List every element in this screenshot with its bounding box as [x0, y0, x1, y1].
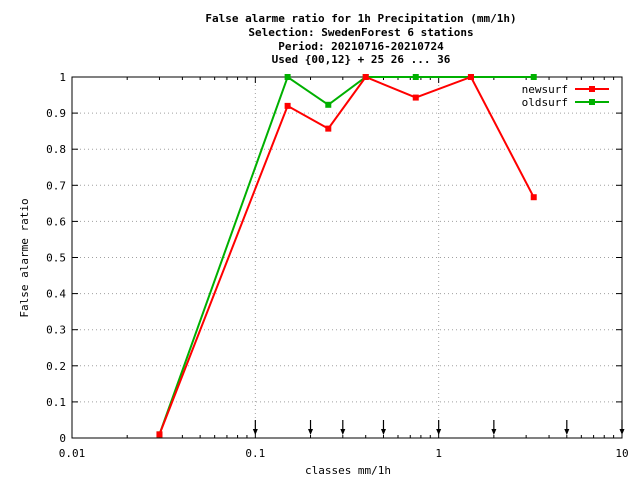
- data-point-newsurf: [467, 74, 474, 80]
- class-markers: [252, 420, 625, 435]
- data-point-oldsurf: [325, 101, 332, 108]
- x-tick-label: 10: [615, 447, 628, 460]
- series-line-oldsurf: [158, 75, 534, 435]
- plot-frame: [71, 76, 623, 439]
- y-tick-label: 0.4: [46, 288, 66, 301]
- data-point-newsurf: [362, 74, 369, 80]
- chart-title-line-4: Used {00,12} + 25 26 ... 36: [272, 53, 451, 66]
- class-marker-head: [380, 429, 386, 435]
- legend-marker-oldsurf: [589, 99, 595, 105]
- data-point-oldsurf: [412, 74, 419, 80]
- class-marker-head: [308, 429, 314, 435]
- y-tick-label: 0.9: [46, 107, 66, 120]
- chart-title-line-3: Period: 20210716-20210724: [278, 40, 444, 53]
- x-axis-ticks: 0.01 0.1 1 10: [59, 77, 629, 460]
- series-group: [156, 74, 537, 438]
- x-tick-label: 0.01: [59, 447, 86, 460]
- y-tick-label: 0.3: [46, 324, 66, 337]
- class-marker-head: [491, 429, 497, 435]
- x-tick-label: 0.1: [245, 447, 265, 460]
- y-axis-label: False alarme ratio: [18, 198, 31, 317]
- chart-title-line-1: False alarme ratio for 1h Precipitation …: [205, 12, 516, 25]
- x-tick-label: 1: [435, 447, 442, 460]
- y-tick-label: 0: [59, 432, 66, 445]
- data-point-oldsurf: [530, 74, 537, 80]
- data-point-newsurf: [530, 194, 537, 201]
- data-point-newsurf: [325, 125, 332, 132]
- y-tick-label: 0.6: [46, 215, 66, 228]
- data-point-newsurf: [284, 102, 291, 109]
- y-tick-label: 1: [59, 71, 66, 84]
- y-axis-ticks: 0 0.1 0.2 0.3 0.4 0.5 0.6 0.7 0.8 0.9 1: [46, 71, 622, 445]
- data-point-newsurf: [156, 431, 163, 438]
- y-tick-label: 0.8: [46, 143, 66, 156]
- legend-marker-newsurf: [589, 86, 595, 92]
- y-tick-label: 0.5: [46, 252, 66, 265]
- grid-lines: [72, 77, 622, 438]
- series-line-newsurf: [158, 75, 535, 435]
- chart-title-block: False alarme ratio for 1h Precipitation …: [205, 12, 516, 66]
- legend-label-oldsurf: oldsurf: [522, 96, 568, 109]
- data-point-newsurf: [412, 94, 419, 101]
- legend-label-newsurf: newsurf: [522, 83, 568, 96]
- class-marker-head: [436, 429, 442, 435]
- data-point-oldsurf: [284, 74, 291, 80]
- class-marker-head: [252, 429, 258, 435]
- class-marker-head: [340, 429, 346, 435]
- class-marker-head: [619, 429, 625, 435]
- y-tick-label: 0.1: [46, 396, 66, 409]
- x-axis-label: classes mm/1h: [305, 464, 391, 477]
- chart-title-line-2: Selection: SwedenForest 6 stations: [248, 26, 473, 39]
- y-tick-label: 0.7: [46, 179, 66, 192]
- class-marker-head: [564, 429, 570, 435]
- y-tick-label: 0.2: [46, 360, 66, 373]
